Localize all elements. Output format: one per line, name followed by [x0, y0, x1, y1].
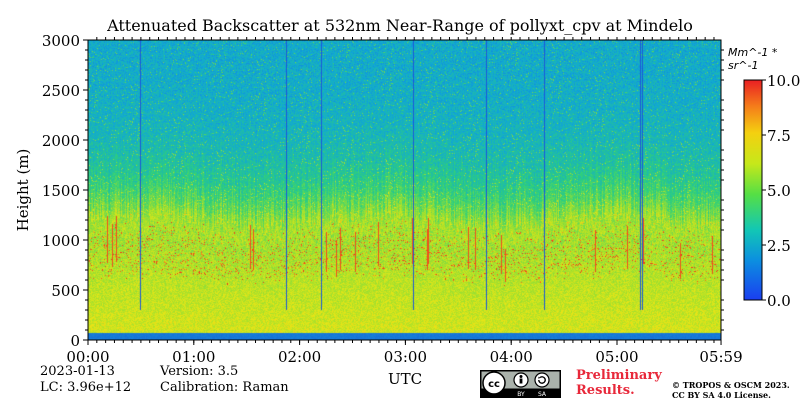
preliminary-line-1: Preliminary — [576, 368, 662, 383]
preliminary-results-label: Preliminary Results. — [576, 368, 662, 398]
y-tick-label: 3000 — [42, 32, 80, 50]
svg-text:cc: cc — [488, 379, 500, 390]
colorbar-gradient — [743, 79, 763, 301]
y-tick-label: 1000 — [42, 232, 80, 250]
x-tick-label: 03:00 — [384, 348, 427, 366]
colorbar-tick-label: 10.0 — [767, 72, 800, 90]
calibration-label: Calibration: Raman — [160, 380, 289, 395]
y-axis: 0 500 1000 1500 2000 2500 3000 — [42, 32, 724, 350]
chart-title: Attenuated Backscatter at 532nm Near-Ran… — [107, 16, 693, 35]
x-tick-label: 05:00 — [595, 348, 638, 366]
license-line-2: CC BY SA 4.0 License. — [672, 390, 771, 400]
colorbar-tick-label: 2.5 — [767, 237, 791, 255]
license-line-1: © TROPOS & OSCM 2023. — [672, 380, 790, 390]
preliminary-line-2: Results. — [576, 383, 635, 398]
x-tick-label: 05:59 — [699, 348, 742, 366]
x-tick-label: 01:00 — [172, 348, 215, 366]
x-axis: 00:00 01:00 02:00 03:00 04:00 05:00 05:59 — [66, 37, 743, 366]
colorbar-tick-label: 0.0 — [767, 292, 791, 310]
y-tick-label: 2500 — [42, 82, 80, 100]
x-axis-label: UTC — [388, 370, 422, 388]
date-label: 2023-01-13 — [40, 364, 115, 379]
colorbar-unit-text: Mm^-1 * sr^-1 — [728, 46, 778, 72]
y-axis-label: Height (m) — [14, 149, 32, 232]
x-tick-label: 04:00 — [490, 348, 533, 366]
svg-text:SA: SA — [538, 391, 547, 398]
colorbar-tick-label: 5.0 — [767, 182, 791, 200]
heatmap-raster — [88, 40, 721, 340]
license-text: © TROPOS & OSCM 2023. CC BY SA 4.0 Licen… — [672, 380, 790, 400]
y-tick-label: 500 — [51, 282, 80, 300]
cc-license-badge: cc BY SA — [480, 370, 561, 398]
heatmap-plot-area — [87, 39, 722, 341]
x-tick-label: 00:00 — [66, 348, 109, 366]
y-tick-label: 2000 — [42, 132, 80, 150]
colorbar-tick-label: 7.5 — [767, 127, 791, 145]
lidar-constant-label: LC: 3.96e+12 — [40, 380, 132, 395]
y-tick-label: 1500 — [42, 182, 80, 200]
x-tick-label: 02:00 — [278, 348, 321, 366]
version-label: Version: 3.5 — [160, 364, 239, 379]
y-tick-label: 0 — [70, 332, 80, 350]
colorbar: 0.0 2.5 5.0 7.5 10.0 — [743, 72, 800, 310]
svg-text:BY: BY — [517, 391, 525, 398]
colorbar-unit-label: Mm^-1 * sr^-1 — [728, 46, 800, 72]
